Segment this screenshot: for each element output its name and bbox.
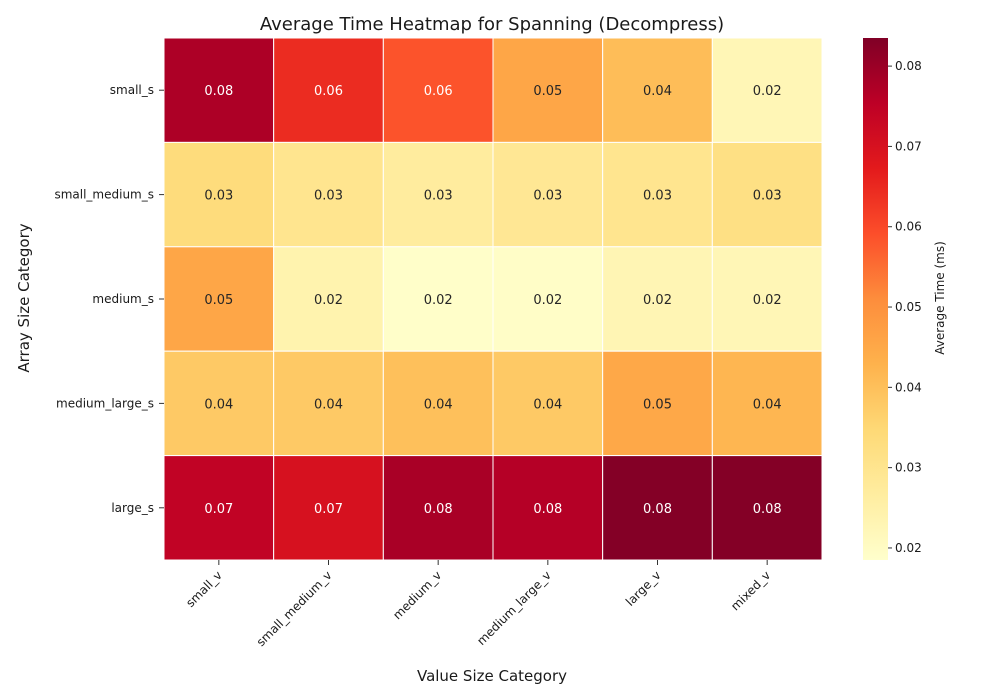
heatmap-cell [163, 37, 275, 143]
x-tick-label: medium_large_v [474, 568, 554, 648]
heatmap-cell [602, 37, 713, 143]
cell-value-label: 0.08 [533, 502, 562, 517]
heatmap-cell [711, 37, 823, 143]
heatmap-cell [492, 350, 604, 457]
cell-value-label: 0.05 [204, 293, 233, 308]
heatmap-cells: 0.08 0.06 0.06 0.05 0.04 0.02 0.03 0.03 0.03 0.03… [163, 37, 823, 561]
y-tick-label: small_s [110, 83, 154, 97]
heatmap-cell [382, 246, 494, 352]
colorbar-tick-label: 0.06 [895, 220, 922, 234]
colorbar: 0.02 0.03 0.04 0.05 0.06 0.07 0.08 [863, 38, 922, 560]
y-axis-label: Array Size Category [15, 223, 33, 372]
cell-value-label: 0.08 [204, 84, 233, 99]
cell-value-label: 0.05 [643, 397, 672, 412]
cell-value-label: 0.03 [314, 189, 343, 204]
cell-value-label: 0.03 [424, 189, 453, 204]
colorbar-tick-label: 0.04 [895, 380, 922, 394]
x-tick-label: medium_v [390, 568, 444, 622]
cell-value-label: 0.02 [643, 293, 672, 308]
colorbar-label: Average Time (ms) [933, 241, 947, 355]
cell-value-label: 0.07 [314, 502, 343, 517]
cell-value-label: 0.02 [753, 293, 782, 308]
cell-value-label: 0.02 [533, 293, 562, 308]
heatmap-cell [163, 350, 275, 457]
chart-title: Average Time Heatmap for Spanning (Decom… [260, 14, 724, 35]
x-tick-label: mixed_v [728, 568, 773, 613]
heatmap-cell [711, 350, 823, 457]
colorbar-tick-label: 0.02 [895, 541, 922, 555]
heatmap-cell [711, 141, 823, 248]
cell-value-label: 0.06 [314, 84, 343, 99]
cell-value-label: 0.04 [204, 397, 233, 412]
cell-value-label: 0.04 [753, 397, 782, 412]
colorbar-tick-label: 0.07 [895, 139, 922, 153]
y-axis-ticks: small_s small_medium_s medium_s medium_larg… [54, 83, 164, 515]
colorbar-gradient [863, 38, 888, 560]
cell-value-label: 0.03 [643, 189, 672, 204]
cell-value-label: 0.08 [753, 502, 782, 517]
y-tick-label: large_s [111, 501, 154, 515]
cell-value-label: 0.04 [533, 397, 562, 412]
heatmap-cell [602, 455, 713, 561]
colorbar-tick-label: 0.03 [895, 461, 922, 475]
heatmap-cell [711, 455, 823, 561]
heatmap-cell [273, 141, 384, 248]
heatmap-cell [602, 350, 713, 457]
heatmap-cell [382, 37, 494, 143]
x-tick-label: large_v [623, 568, 664, 609]
heatmap-cell [273, 37, 384, 143]
cell-value-label: 0.02 [424, 293, 453, 308]
colorbar-tick-label: 0.08 [895, 59, 922, 73]
heatmap-cell [163, 246, 275, 352]
heatmap-cell [382, 350, 494, 457]
cell-value-label: 0.05 [533, 84, 562, 99]
heatmap-cell [163, 455, 275, 561]
x-tick-label: small_v [183, 568, 225, 610]
cell-value-label: 0.08 [643, 502, 672, 517]
x-tick-label: small_medium_v [254, 568, 335, 649]
cell-value-label: 0.02 [753, 84, 782, 99]
heatmap-cell [492, 455, 604, 561]
colorbar-tick-label: 0.05 [895, 300, 922, 314]
heatmap-cell [492, 141, 604, 248]
y-tick-label: small_medium_s [54, 188, 154, 202]
cell-value-label: 0.07 [204, 502, 233, 517]
heatmap-cell [602, 246, 713, 352]
x-axis-label: Value Size Category [417, 667, 567, 685]
cell-value-label: 0.08 [424, 502, 453, 517]
cell-value-label: 0.03 [753, 189, 782, 204]
cell-value-label: 0.04 [314, 397, 343, 412]
heatmap-cell [711, 246, 823, 352]
y-tick-label: medium_s [92, 292, 154, 306]
heatmap-cell [273, 350, 384, 457]
heatmap-cell [492, 246, 604, 352]
cell-value-label: 0.06 [424, 84, 453, 99]
heatmap-cell [492, 37, 604, 143]
cell-value-label: 0.04 [643, 84, 672, 99]
cell-value-label: 0.04 [424, 397, 453, 412]
heatmap-cell [382, 455, 494, 561]
cell-value-label: 0.03 [533, 189, 562, 204]
heatmap-cell [273, 246, 384, 352]
cell-value-label: 0.03 [204, 189, 233, 204]
y-tick-label: medium_large_s [56, 396, 154, 410]
x-axis-ticks: small_v small_medium_v medium_v medium_larg… [183, 560, 773, 649]
cell-value-label: 0.02 [314, 293, 343, 308]
